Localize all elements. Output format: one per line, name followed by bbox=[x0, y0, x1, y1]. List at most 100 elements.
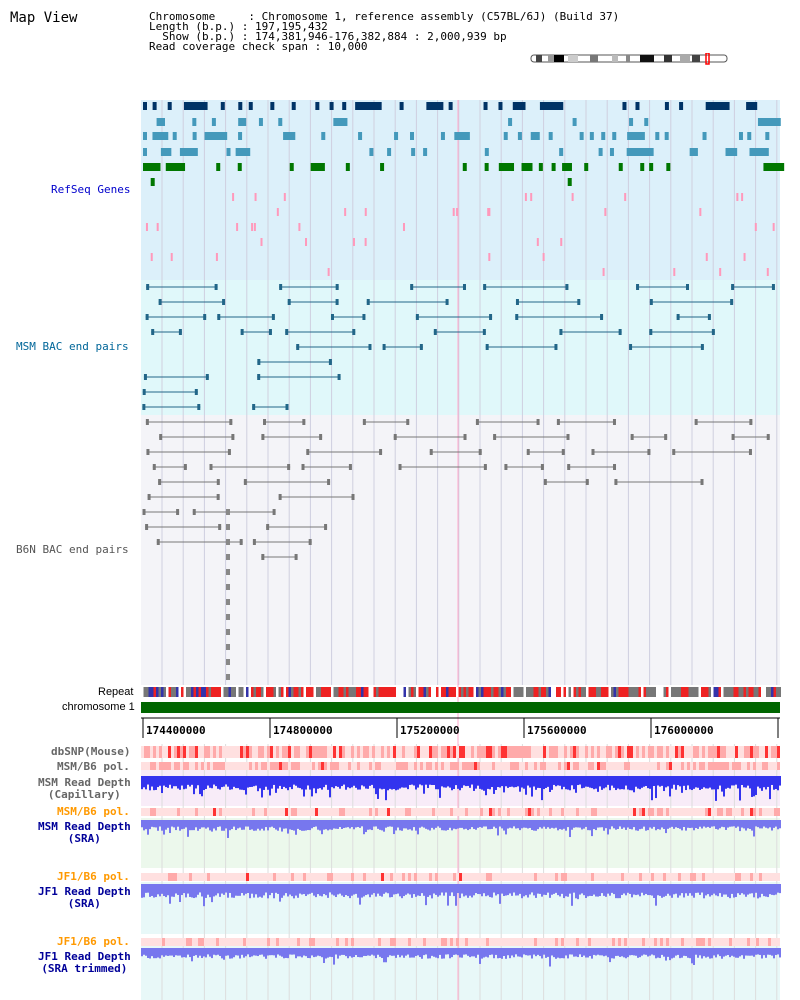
depth-bar bbox=[243, 884, 245, 896]
snp-heat bbox=[525, 762, 528, 770]
snp-heat bbox=[216, 762, 219, 770]
snp-heat bbox=[327, 762, 330, 770]
snp-heat bbox=[558, 762, 561, 770]
bac-end bbox=[618, 329, 622, 335]
depth-bar bbox=[579, 820, 581, 828]
snp-heat bbox=[777, 746, 780, 758]
depth-bar bbox=[249, 776, 251, 788]
depth-bar bbox=[363, 948, 365, 956]
depth-bar bbox=[639, 776, 641, 790]
depth-bar bbox=[657, 776, 659, 786]
depth-bar bbox=[709, 776, 711, 788]
snp-heat bbox=[237, 808, 240, 816]
snp-heat bbox=[564, 746, 567, 758]
snp-heat bbox=[393, 746, 396, 758]
snp-heat bbox=[348, 873, 351, 881]
snp-heat bbox=[771, 808, 774, 816]
snp-heat bbox=[639, 808, 642, 816]
snp-heat bbox=[483, 808, 486, 816]
snp-heat bbox=[717, 873, 720, 881]
snp-heat bbox=[558, 746, 561, 758]
depth-bar bbox=[169, 820, 171, 834]
snp-heat bbox=[297, 762, 300, 770]
snp-heat bbox=[534, 873, 537, 881]
bac-end bbox=[415, 314, 419, 320]
repeat-mark bbox=[266, 687, 269, 697]
depth-bar bbox=[319, 884, 321, 896]
depth-bar bbox=[391, 776, 393, 790]
depth-bar bbox=[709, 820, 711, 828]
snp-heat bbox=[648, 746, 651, 758]
depth-bar bbox=[679, 820, 681, 829]
depth-bar bbox=[241, 820, 243, 830]
depth-bar bbox=[217, 948, 219, 955]
repeat-mark bbox=[338, 687, 341, 697]
snp-heat bbox=[735, 808, 738, 816]
snp-heat bbox=[411, 762, 414, 770]
depth-bar bbox=[437, 776, 439, 790]
depth-bar bbox=[647, 884, 649, 896]
snp-heat bbox=[168, 873, 171, 881]
bac-end bbox=[294, 554, 298, 560]
depth-bar bbox=[489, 948, 491, 955]
snp-heat bbox=[522, 873, 525, 881]
snp-heat bbox=[741, 762, 744, 770]
snp-heat bbox=[237, 762, 240, 770]
snp-heat bbox=[351, 762, 354, 770]
snp-heat bbox=[201, 873, 204, 881]
snp-heat bbox=[318, 873, 321, 881]
depth-bar bbox=[655, 776, 657, 799]
depth-bar bbox=[473, 884, 475, 896]
depth-bar bbox=[615, 776, 617, 791]
depth-bar bbox=[259, 884, 261, 897]
depth-bar bbox=[369, 776, 371, 786]
depth-bar bbox=[199, 948, 201, 956]
depth-bar bbox=[189, 776, 191, 787]
depth-bar bbox=[467, 884, 469, 898]
depth-bar bbox=[537, 820, 539, 830]
snp-heat bbox=[330, 938, 333, 946]
chromosome-idiogram[interactable] bbox=[530, 53, 730, 65]
depth-bar bbox=[557, 776, 559, 786]
depth-bar bbox=[369, 948, 371, 956]
snp-heat bbox=[378, 746, 381, 758]
snp-heat bbox=[384, 938, 387, 946]
depth-bar bbox=[707, 884, 709, 895]
snp-heat bbox=[213, 746, 216, 758]
snp-heat bbox=[261, 938, 264, 946]
snp-heat bbox=[492, 808, 495, 816]
snp-heat bbox=[522, 938, 525, 946]
gene-mark bbox=[589, 132, 594, 140]
repeat-mark bbox=[556, 687, 559, 697]
snp-heat bbox=[231, 746, 234, 758]
snp-heat bbox=[693, 938, 696, 946]
depth-bar bbox=[307, 884, 309, 895]
depth-bar bbox=[671, 884, 673, 898]
depth-bar bbox=[731, 948, 733, 956]
snp-heat bbox=[336, 762, 339, 770]
snp-heat bbox=[525, 746, 528, 758]
repeat-mark bbox=[288, 687, 291, 697]
depth-bar bbox=[355, 948, 357, 956]
snp-heat bbox=[255, 873, 258, 881]
snp-heat bbox=[204, 938, 207, 946]
bac-end bbox=[183, 464, 187, 470]
snp-heat bbox=[423, 762, 426, 770]
repeat-mark bbox=[421, 687, 424, 697]
snp-heat bbox=[288, 762, 291, 770]
depth-bar bbox=[603, 884, 605, 896]
snp-heat bbox=[600, 808, 603, 816]
snp-heat bbox=[324, 746, 327, 758]
depth-bar bbox=[663, 884, 665, 897]
depth-bar bbox=[423, 948, 425, 956]
depth-bar bbox=[503, 820, 505, 831]
snp-heat bbox=[402, 938, 405, 946]
snp-heat bbox=[441, 762, 444, 770]
depth-bar bbox=[731, 776, 733, 786]
depth-bar bbox=[419, 884, 421, 896]
depth-bar bbox=[237, 884, 239, 896]
snp-heat bbox=[303, 938, 306, 946]
depth-bar bbox=[245, 884, 247, 894]
depth-bar bbox=[637, 948, 639, 958]
